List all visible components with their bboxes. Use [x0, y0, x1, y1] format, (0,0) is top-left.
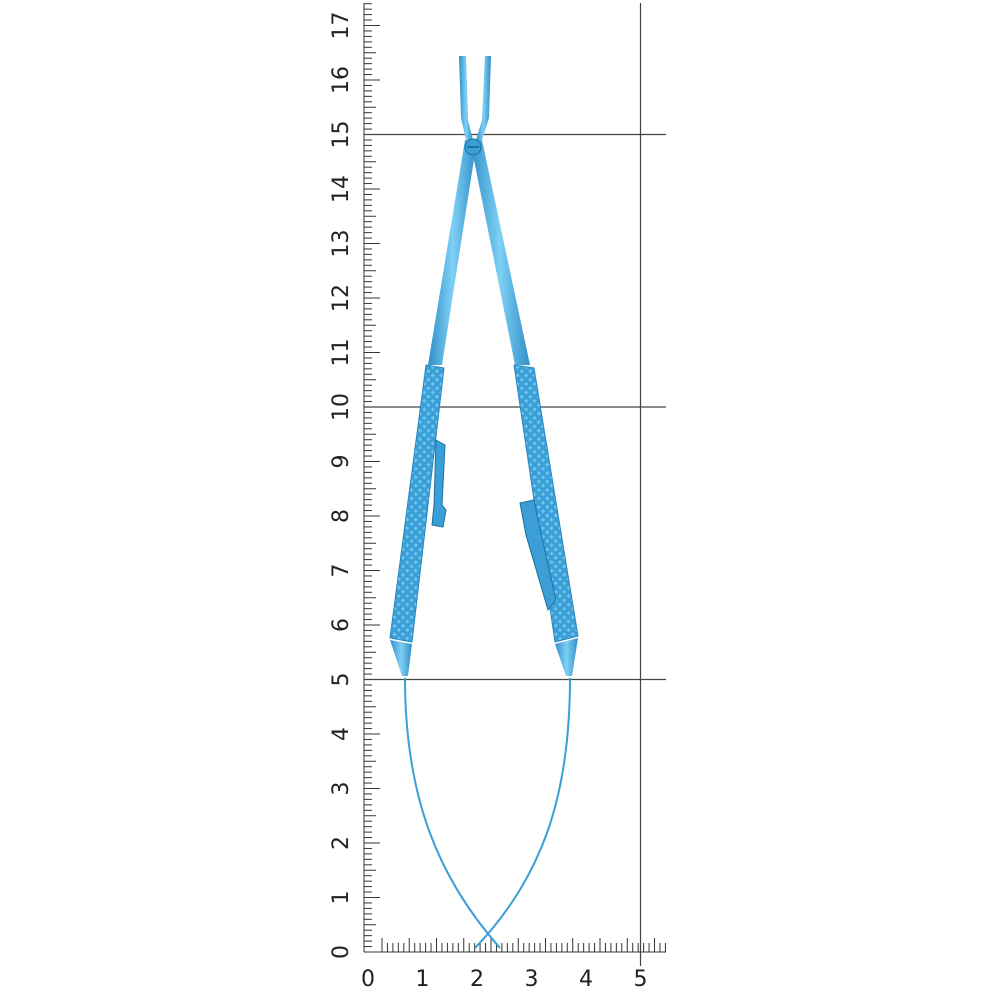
- horizontal-label: 2: [470, 967, 484, 992]
- vertical-label: 4: [329, 727, 354, 741]
- vertical-label: 2: [329, 836, 354, 850]
- horizontal-label: 4: [579, 967, 593, 992]
- vertical-label: 9: [329, 455, 354, 469]
- vertical-label: 13: [329, 230, 354, 258]
- vertical-label: 7: [329, 564, 354, 578]
- vertical-label: 0: [329, 945, 354, 959]
- horizontal-label: 5: [634, 967, 648, 992]
- vertical-label: 15: [329, 121, 354, 149]
- horizontal-label: 1: [416, 967, 430, 992]
- vertical-label: 12: [329, 284, 354, 312]
- vertical-label: 10: [329, 393, 354, 421]
- vertical-label: 17: [329, 12, 354, 40]
- vertical-label: 3: [329, 782, 354, 796]
- vertical-label: 1: [329, 891, 354, 905]
- vertical-label: 5: [329, 673, 354, 687]
- needle-holder: [389, 56, 579, 949]
- vertical-label: 8: [329, 509, 354, 523]
- vertical-label: 11: [329, 339, 354, 367]
- vertical-label: 6: [329, 618, 354, 632]
- vertical-label: 14: [329, 175, 354, 203]
- horizontal-label: 0: [361, 967, 375, 992]
- vertical-label: 16: [329, 66, 354, 94]
- horizontal-label: 3: [525, 967, 539, 992]
